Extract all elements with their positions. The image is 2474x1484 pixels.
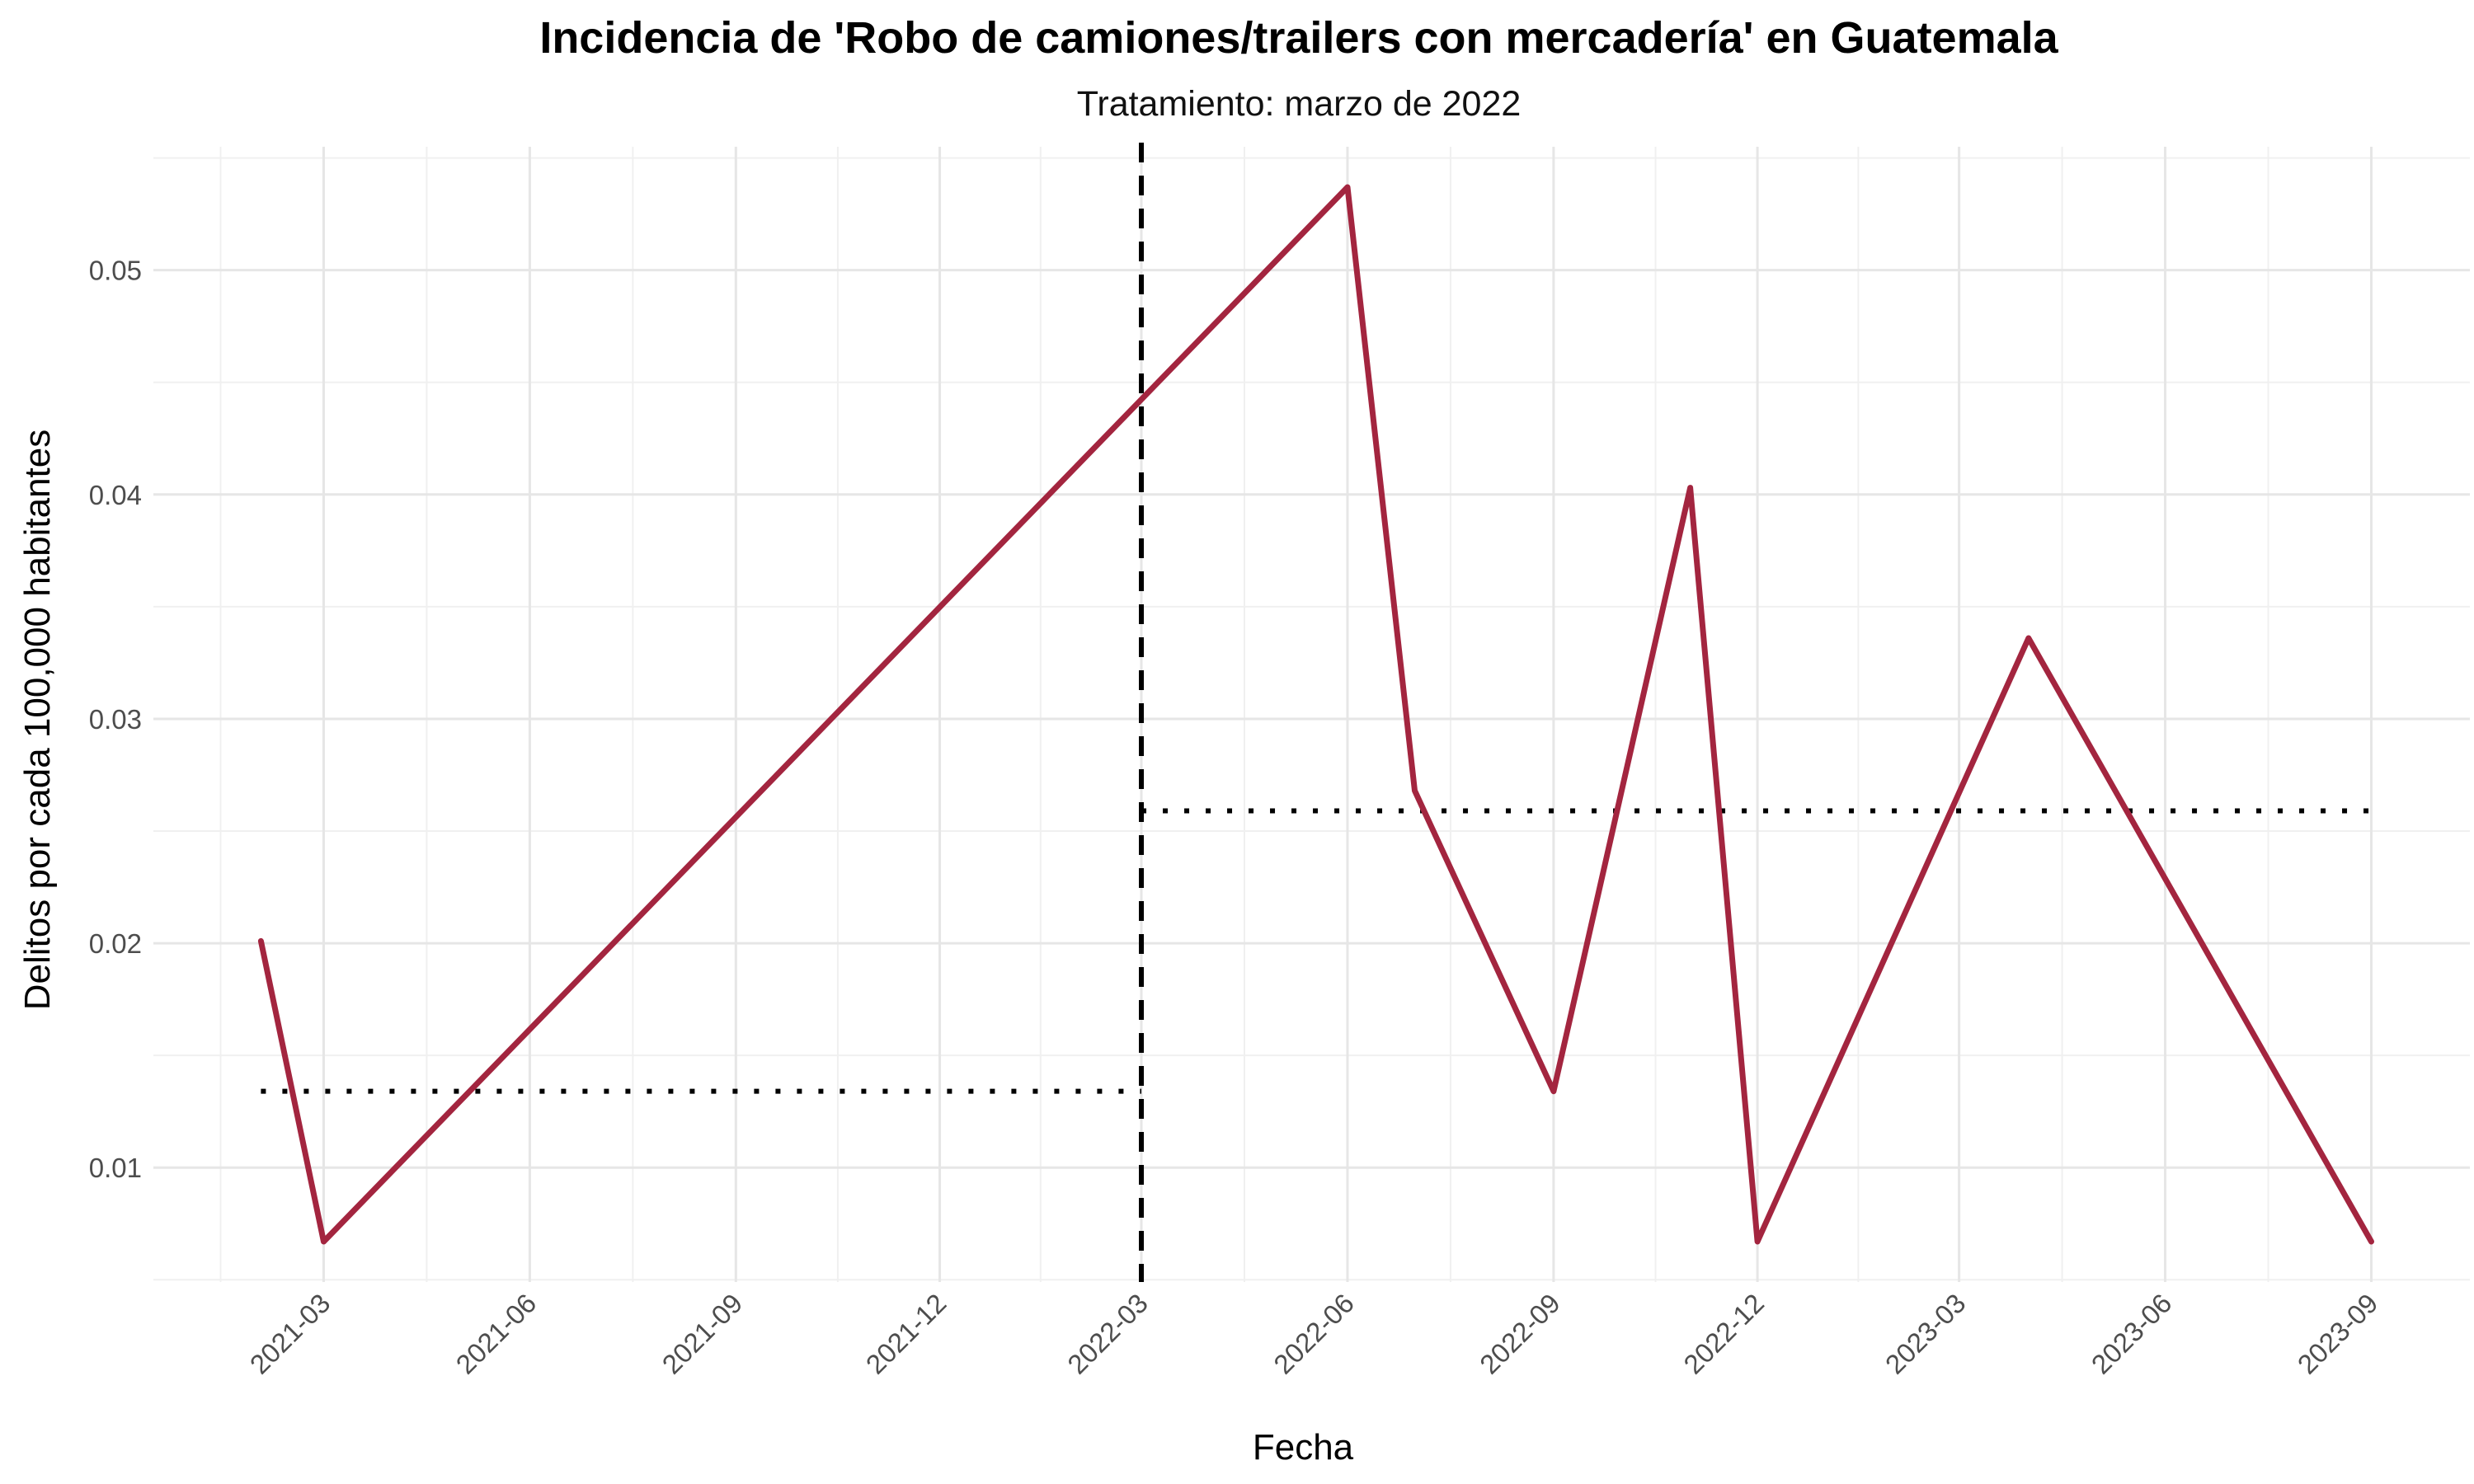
x-tick-label: 2021-03: [244, 1288, 336, 1380]
chart-title: Incidencia de 'Robo de camiones/trailers…: [539, 13, 2058, 63]
series-line: [257, 184, 2374, 1245]
major-gridlines: [153, 147, 2470, 1282]
y-tick-label: 0.05: [89, 256, 142, 286]
reference-lines: [261, 143, 2372, 1282]
y-tick-label: 0.04: [89, 480, 142, 510]
x-axis-title: Fecha: [1253, 1427, 1354, 1468]
series-layer: [257, 184, 2374, 1245]
minor-gridlines: [153, 147, 2470, 1282]
x-tick-label: 2021-12: [860, 1288, 952, 1380]
chart-subtitle: Tratamiento: marzo de 2022: [1077, 84, 1522, 124]
y-tick-labels: 0.01 0.02 0.03 0.04 0.05: [89, 256, 142, 1184]
x-tick-label: 2023-06: [2086, 1288, 2178, 1380]
x-tick-label: 2022-12: [1677, 1288, 1770, 1380]
y-tick-label: 0.01: [89, 1153, 142, 1183]
x-tick-label: 2021-06: [450, 1288, 543, 1380]
x-tick-labels: 2021-03 2021-06 2021-09 2021-12 2022-03 2022-…: [244, 1288, 2384, 1380]
x-tick-label: 2023-09: [2292, 1288, 2384, 1380]
y-axis-title: Delitos por cada 100,000 habitantes: [17, 430, 58, 1011]
y-tick-label: 0.02: [89, 928, 142, 959]
x-tick-label: 2022-03: [1061, 1288, 1154, 1380]
x-tick-label: 2022-06: [1268, 1288, 1360, 1380]
y-tick-label: 0.03: [89, 704, 142, 735]
x-tick-label: 2023-03: [1879, 1288, 1972, 1380]
x-tick-label: 2022-09: [1474, 1288, 1566, 1380]
x-tick-label: 2021-09: [656, 1288, 748, 1380]
